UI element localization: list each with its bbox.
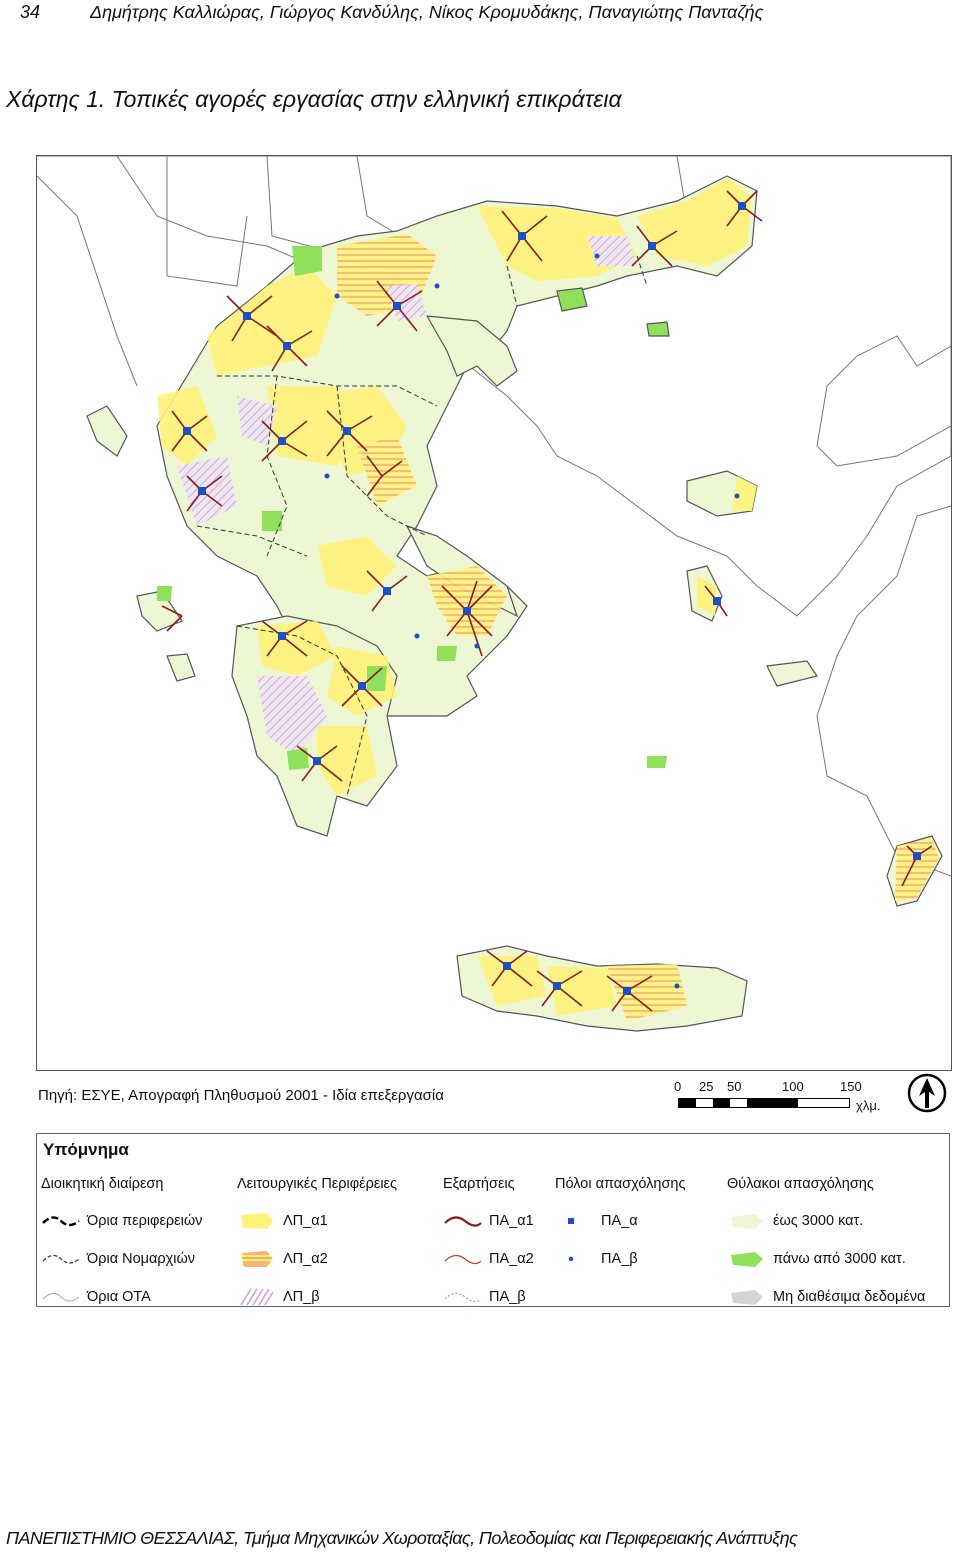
purple-hatch-icon bbox=[240, 1288, 274, 1306]
legend-label: ΠΑ_β bbox=[489, 1289, 526, 1305]
green-patch-icon bbox=[731, 1252, 763, 1267]
legend-item: Όρια Νομαρχιών bbox=[41, 1240, 202, 1278]
page-footer: ΠΑΝΕΠΙΣΤΗΜΙΟ ΘΕΣΣΑΛΙΑΣ, Τμήμα Μηχανικών … bbox=[6, 1528, 798, 1548]
legend-item: Όρια ΟΤΑ bbox=[41, 1278, 202, 1316]
legend-column-pockets: Θύλακοι απασχόλησης έως 3000 κατ. πάνω α… bbox=[727, 1174, 925, 1316]
employment-pockets bbox=[157, 246, 667, 770]
dependency-links bbox=[161, 190, 933, 1012]
yellow-fill-icon bbox=[241, 1213, 273, 1229]
legend-item: ΛΠ_α2 bbox=[237, 1240, 397, 1278]
legend-label: Μη διαθέσιμα δεδομένα bbox=[773, 1289, 926, 1305]
legend-item: ΠΑ_α1 bbox=[443, 1202, 534, 1240]
map-legend: Υπόμνημα Διοικητική διαίρεση Όρια περιφε… bbox=[36, 1133, 950, 1307]
legend-label: έως 3000 κατ. bbox=[773, 1213, 864, 1229]
legend-heading: Εξαρτήσεις bbox=[443, 1176, 515, 1192]
legend-item: Όρια περιφερειών bbox=[41, 1202, 202, 1240]
legend-heading: Θύλακοι απασχόλησης bbox=[727, 1176, 874, 1192]
legend-heading: Πόλοι απασχόλησης bbox=[555, 1176, 686, 1192]
orange-hatch-icon bbox=[241, 1251, 273, 1267]
scale-segments bbox=[678, 1098, 850, 1108]
legend-label: ΛΠ_α1 bbox=[283, 1213, 328, 1229]
thick-link-icon bbox=[444, 1216, 482, 1227]
light-green-patch-icon bbox=[731, 1214, 763, 1229]
map-source: Πηγή: ΕΣΥΕ, Απογραφή Πληθυσμού 2001 - Ιδ… bbox=[38, 1087, 444, 1104]
legend-label: ΠΑ_β bbox=[601, 1251, 638, 1267]
legend-label: Όρια Νομαρχιών bbox=[87, 1251, 196, 1267]
legend-item: πάνω από 3000 κατ. bbox=[727, 1240, 925, 1278]
page-number: 34 bbox=[20, 2, 41, 22]
legend-item: ΠΑ_β bbox=[555, 1240, 685, 1278]
legend-item: ΠΑ_β bbox=[443, 1278, 534, 1316]
scale-bar: 0 25 50 100 150 χλμ. bbox=[672, 1079, 892, 1115]
map-title: Χάρτης 1. Τοπικές αγορές εργασίας στην ε… bbox=[6, 86, 622, 112]
legend-heading: Διοικητική διαίρεση bbox=[41, 1176, 164, 1192]
greece-map bbox=[37, 156, 951, 1032]
legend-item: Μη διαθέσιμα δεδομένα bbox=[727, 1278, 925, 1316]
grey-patch-icon bbox=[731, 1290, 763, 1305]
municipal-border-icon bbox=[42, 1293, 80, 1302]
small-dot-icon bbox=[568, 1256, 574, 1262]
legend-item: ΠΑ_α2 bbox=[443, 1240, 534, 1278]
legend-column-poles: Πόλοι απασχόλησης ΠΑ_α ΠΑ_β bbox=[555, 1174, 685, 1278]
scale-tick: 150 bbox=[840, 1079, 862, 1094]
employment-poles bbox=[183, 202, 921, 995]
scale-tick: 0 bbox=[674, 1079, 682, 1094]
map-frame bbox=[36, 155, 952, 1071]
legend-label: ΠΑ_α2 bbox=[489, 1251, 534, 1267]
legend-heading: Λειτουργικές Περιφέρειες bbox=[237, 1176, 397, 1192]
page-header: 34 Δημήτρης Καλλιώρας, Γιώργος Κανδύλης,… bbox=[0, 0, 960, 30]
legend-label: ΛΠ_β bbox=[283, 1289, 320, 1305]
legend-item: ΛΠ_β bbox=[237, 1278, 397, 1316]
functional-regions bbox=[157, 178, 939, 1021]
scale-tick: 100 bbox=[782, 1079, 804, 1094]
scale-tick: 25 bbox=[699, 1079, 714, 1094]
legend-column-admin: Διοικητική διαίρεση Όρια περιφερειών Όρι… bbox=[41, 1174, 202, 1316]
dotted-link-icon bbox=[444, 1292, 482, 1303]
legend-item: ΛΠ_α1 bbox=[237, 1202, 397, 1240]
legend-item: ΠΑ_α bbox=[555, 1202, 685, 1240]
north-arrow-icon bbox=[907, 1073, 947, 1113]
legend-title: Υπόμνημα bbox=[43, 1140, 129, 1159]
legend-label: ΠΑ_α1 bbox=[489, 1213, 534, 1229]
legend-label: ΠΑ_α bbox=[601, 1213, 638, 1229]
prefecture-border-icon bbox=[42, 1254, 80, 1264]
authors: Δημήτρης Καλλιώρας, Γιώργος Κανδύλης, Νί… bbox=[90, 2, 764, 22]
legend-label: Όρια περιφερειών bbox=[87, 1213, 203, 1229]
scale-unit: χλμ. bbox=[856, 1098, 881, 1113]
legend-column-dependencies: Εξαρτήσεις ΠΑ_α1 ΠΑ_α2 ΠΑ_β bbox=[443, 1174, 534, 1316]
legend-item: έως 3000 κατ. bbox=[727, 1202, 925, 1240]
legend-label: ΛΠ_α2 bbox=[283, 1251, 328, 1267]
legend-label: πάνω από 3000 κατ. bbox=[773, 1251, 906, 1267]
scale-tick: 50 bbox=[727, 1079, 742, 1094]
thin-link-icon bbox=[444, 1254, 482, 1265]
legend-label: Όρια ΟΤΑ bbox=[87, 1289, 151, 1305]
region-border-icon bbox=[42, 1216, 80, 1227]
legend-column-functional: Λειτουργικές Περιφέρειες ΛΠ_α1 ΛΠ_α2 ΛΠ_… bbox=[237, 1174, 397, 1316]
large-dot-icon bbox=[568, 1218, 574, 1224]
